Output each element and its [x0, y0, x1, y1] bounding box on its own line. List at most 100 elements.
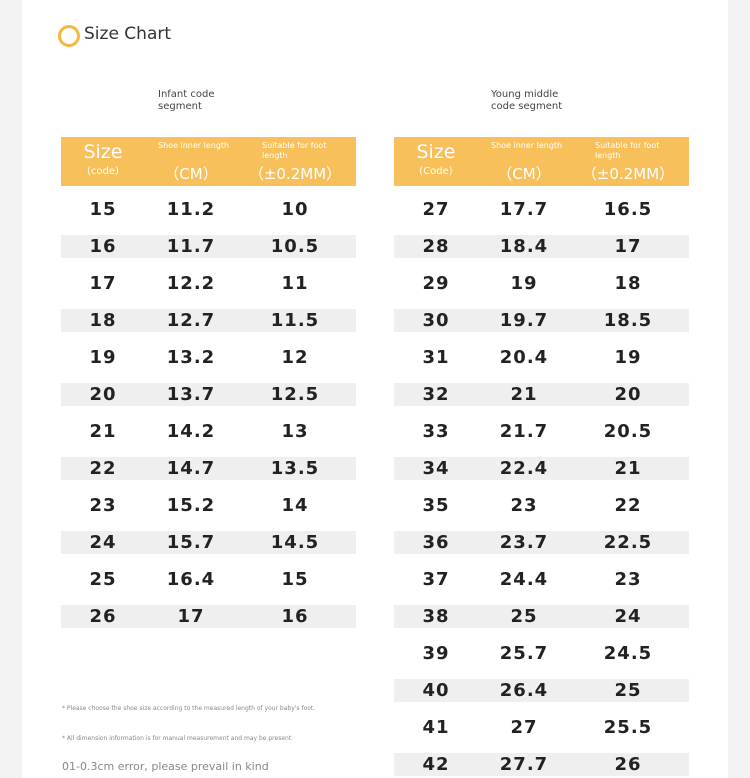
table-cell: 21 [89, 421, 117, 442]
table-cell: 19 [614, 347, 642, 368]
table-cell: 16 [89, 236, 117, 257]
table-cell: 13.2 [166, 347, 216, 368]
table-cell: 21 [510, 384, 538, 405]
table-cell: 24.5 [603, 643, 653, 664]
table-cell: 19 [89, 347, 117, 368]
table-cell: 27.7 [499, 754, 549, 775]
table-cell: 14.5 [270, 532, 320, 553]
table-cell: 10.5 [270, 236, 320, 257]
table-cell: 30 [422, 310, 450, 331]
table-cell: 19.7 [499, 310, 549, 331]
header-label: Suitable for foot length [595, 141, 660, 160]
table-cell: 26.4 [499, 680, 549, 701]
row-stripe [61, 605, 356, 628]
table-cell: 20 [89, 384, 117, 405]
header-unit: （±0.2MM） [581, 165, 675, 183]
table-cell: 23 [510, 495, 538, 516]
table-cell: 20.4 [499, 347, 549, 368]
table-cell: 25 [614, 680, 642, 701]
table-cell: 15 [89, 199, 117, 220]
table-cell: 20 [614, 384, 642, 405]
table-cell: 17.7 [499, 199, 549, 220]
table-cell: 17 [614, 236, 642, 257]
table-cell: 23 [614, 569, 642, 590]
table-cell: 40 [422, 680, 450, 701]
table-cell: 23 [89, 495, 117, 516]
row-stripe [394, 753, 689, 776]
row-stripe [394, 235, 689, 258]
table-cell: 27 [510, 717, 538, 738]
table-cell: 18.5 [603, 310, 653, 331]
table-cell: 18 [614, 273, 642, 294]
header-label: Size [83, 141, 123, 163]
row-stripe [61, 531, 356, 554]
table-cell: 35 [422, 495, 450, 516]
page-title: Size Chart [84, 24, 172, 44]
table-cell: 14.2 [166, 421, 216, 442]
table-cell: 16.5 [603, 199, 653, 220]
table-cell: 33 [422, 421, 450, 442]
footnote: * Please choose the shoe size according … [62, 705, 316, 712]
row-stripe [61, 457, 356, 480]
table-cell: 13.7 [166, 384, 216, 405]
table-cell: 26 [89, 606, 117, 627]
row-stripe [394, 531, 689, 554]
row-stripe [394, 605, 689, 628]
table-header [394, 137, 689, 186]
table-cell: 26 [614, 754, 642, 775]
row-stripe [61, 383, 356, 406]
table-cell: 12 [281, 347, 309, 368]
table-caption: Young middle code segment [491, 89, 563, 112]
table-header [61, 137, 356, 186]
header-unit: (Code) [419, 166, 453, 177]
header-unit: （CM） [164, 165, 218, 183]
table-cell: 42 [422, 754, 450, 775]
table-cell: 25 [89, 569, 117, 590]
table-cell: 12.7 [166, 310, 216, 331]
row-stripe [394, 383, 689, 406]
table-cell: 10 [281, 199, 309, 220]
table-cell: 22 [614, 495, 642, 516]
table-cell: 19 [510, 273, 538, 294]
table-cell: 25.7 [499, 643, 549, 664]
row-stripe [61, 309, 356, 332]
table-cell: 16.4 [166, 569, 216, 590]
table-cell: 21.7 [499, 421, 549, 442]
table-caption: Infant code segment [158, 89, 215, 112]
table-cell: 12.5 [270, 384, 320, 405]
table-cell: 16 [281, 606, 309, 627]
table-cell: 24.4 [499, 569, 549, 590]
table-cell: 36 [422, 532, 450, 553]
table-cell: 20.5 [603, 421, 653, 442]
table-cell: 17 [89, 273, 117, 294]
table-cell: 11 [281, 273, 309, 294]
table-cell: 17 [177, 606, 205, 627]
table-cell: 18 [89, 310, 117, 331]
table-cell: 14 [281, 495, 309, 516]
table-cell: 41 [422, 717, 450, 738]
table-cell: 13.5 [270, 458, 320, 479]
table-cell: 15 [281, 569, 309, 590]
table-cell: 22 [89, 458, 117, 479]
table-cell: 21 [614, 458, 642, 479]
table-cell: 12.2 [166, 273, 216, 294]
table-cell: 18.4 [499, 236, 549, 257]
table-cell: 11.5 [270, 310, 320, 331]
table-cell: 24 [614, 606, 642, 627]
table-cell: 38 [422, 606, 450, 627]
table-cell: 15.7 [166, 532, 216, 553]
header-label: Shoe inner length [158, 141, 230, 150]
table-cell: 29 [422, 273, 450, 294]
header-unit: (code) [87, 166, 119, 177]
table-cell: 15.2 [166, 495, 216, 516]
header-label: Size [416, 141, 456, 163]
table-cell: 37 [422, 569, 450, 590]
footnote: 01-0.3cm error, please prevail in kind [62, 760, 269, 773]
table-cell: 14.7 [166, 458, 216, 479]
table-cell: 22.5 [603, 532, 653, 553]
table-cell: 23.7 [499, 532, 549, 553]
table-cell: 25.5 [603, 717, 653, 738]
table-cell: 24 [89, 532, 117, 553]
footnote: * All dimension information is for manua… [62, 735, 292, 742]
